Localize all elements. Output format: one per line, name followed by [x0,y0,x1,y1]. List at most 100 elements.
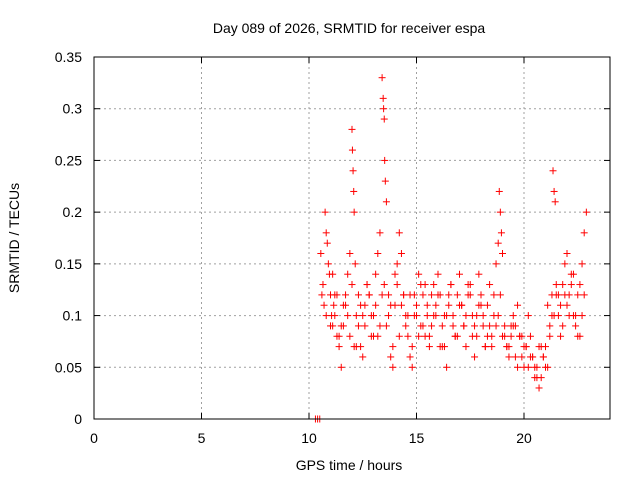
data-point [357,301,365,309]
data-point [359,312,367,320]
x-tick-label: 5 [198,430,206,446]
y-tick-label: 0.15 [55,256,82,272]
data-point [428,322,436,330]
data-point [408,363,416,371]
data-point [479,312,487,320]
data-point [447,281,455,289]
data-point [430,312,438,320]
data-point [370,312,377,320]
data-point [561,260,569,268]
data-point [381,177,389,185]
data-point [348,146,356,154]
data-point [471,353,479,361]
data-point [501,322,509,330]
data-point [380,105,388,113]
data-point [337,363,345,371]
data-point [561,291,569,299]
data-point [413,301,420,309]
data-point [524,363,532,371]
data-point [539,353,547,361]
data-point [569,270,577,278]
x-tick-label: 15 [409,430,425,446]
data-point [443,363,451,371]
data-point [337,322,345,330]
data-point [518,332,526,340]
data-point [376,322,384,330]
data-point [471,322,479,330]
data-point [387,353,395,361]
data-point [505,343,513,351]
data-point [434,270,442,278]
data-point [322,312,330,320]
data-point [385,291,393,299]
data-point [496,291,504,299]
data-point [342,291,350,299]
data-point [499,250,506,258]
data-point [464,291,472,299]
data-point [488,343,496,351]
data-point [526,353,534,361]
data-point [380,115,388,123]
data-point [321,208,329,216]
data-point [391,270,399,278]
data-point [329,270,337,278]
data-point [548,312,556,320]
data-point [382,198,390,206]
data-point [389,363,397,371]
data-point [494,312,502,320]
data-point [453,291,461,299]
data-point [551,198,559,206]
x-tick-label: 20 [516,430,532,446]
data-point [350,208,358,216]
data-point [468,312,476,320]
data-point [374,332,382,340]
data-point [317,250,325,258]
data-point [557,301,565,309]
data-point [346,250,354,258]
data-point [417,322,425,330]
data-point [473,332,481,340]
data-point [559,281,567,289]
data-point [486,322,494,330]
data-point [563,301,571,309]
data-point [550,187,558,195]
data-point [479,322,487,330]
data-point [344,312,352,320]
data-point [400,291,408,299]
data-point [492,322,500,330]
data-point [349,167,357,175]
data-point [576,281,584,289]
data-point [546,332,554,340]
data-point [397,250,405,258]
data-point [354,322,362,330]
data-point [507,332,515,340]
data-point [544,301,552,309]
data-point [393,260,401,268]
data-point [318,291,326,299]
data-point [495,187,503,195]
data-point [486,281,494,289]
data-point [580,229,588,237]
y-tick-label: 0 [74,411,82,427]
data-point [483,301,491,309]
data-point [378,74,386,82]
data-point [324,260,332,268]
data-point [522,343,530,351]
data-point [381,156,389,164]
data-point [572,312,580,320]
data-point [320,301,328,309]
data-point [453,332,461,340]
data-point [322,229,330,237]
data-point [423,301,431,309]
data-point [440,312,448,320]
data-point [354,291,362,299]
data-point [449,322,457,330]
data-point [524,312,532,320]
data-point [327,322,334,330]
data-point [514,363,522,371]
data-point [382,322,390,330]
data-point [582,208,590,216]
data-point [460,322,468,330]
data-point [492,260,500,268]
data-point [379,94,387,102]
